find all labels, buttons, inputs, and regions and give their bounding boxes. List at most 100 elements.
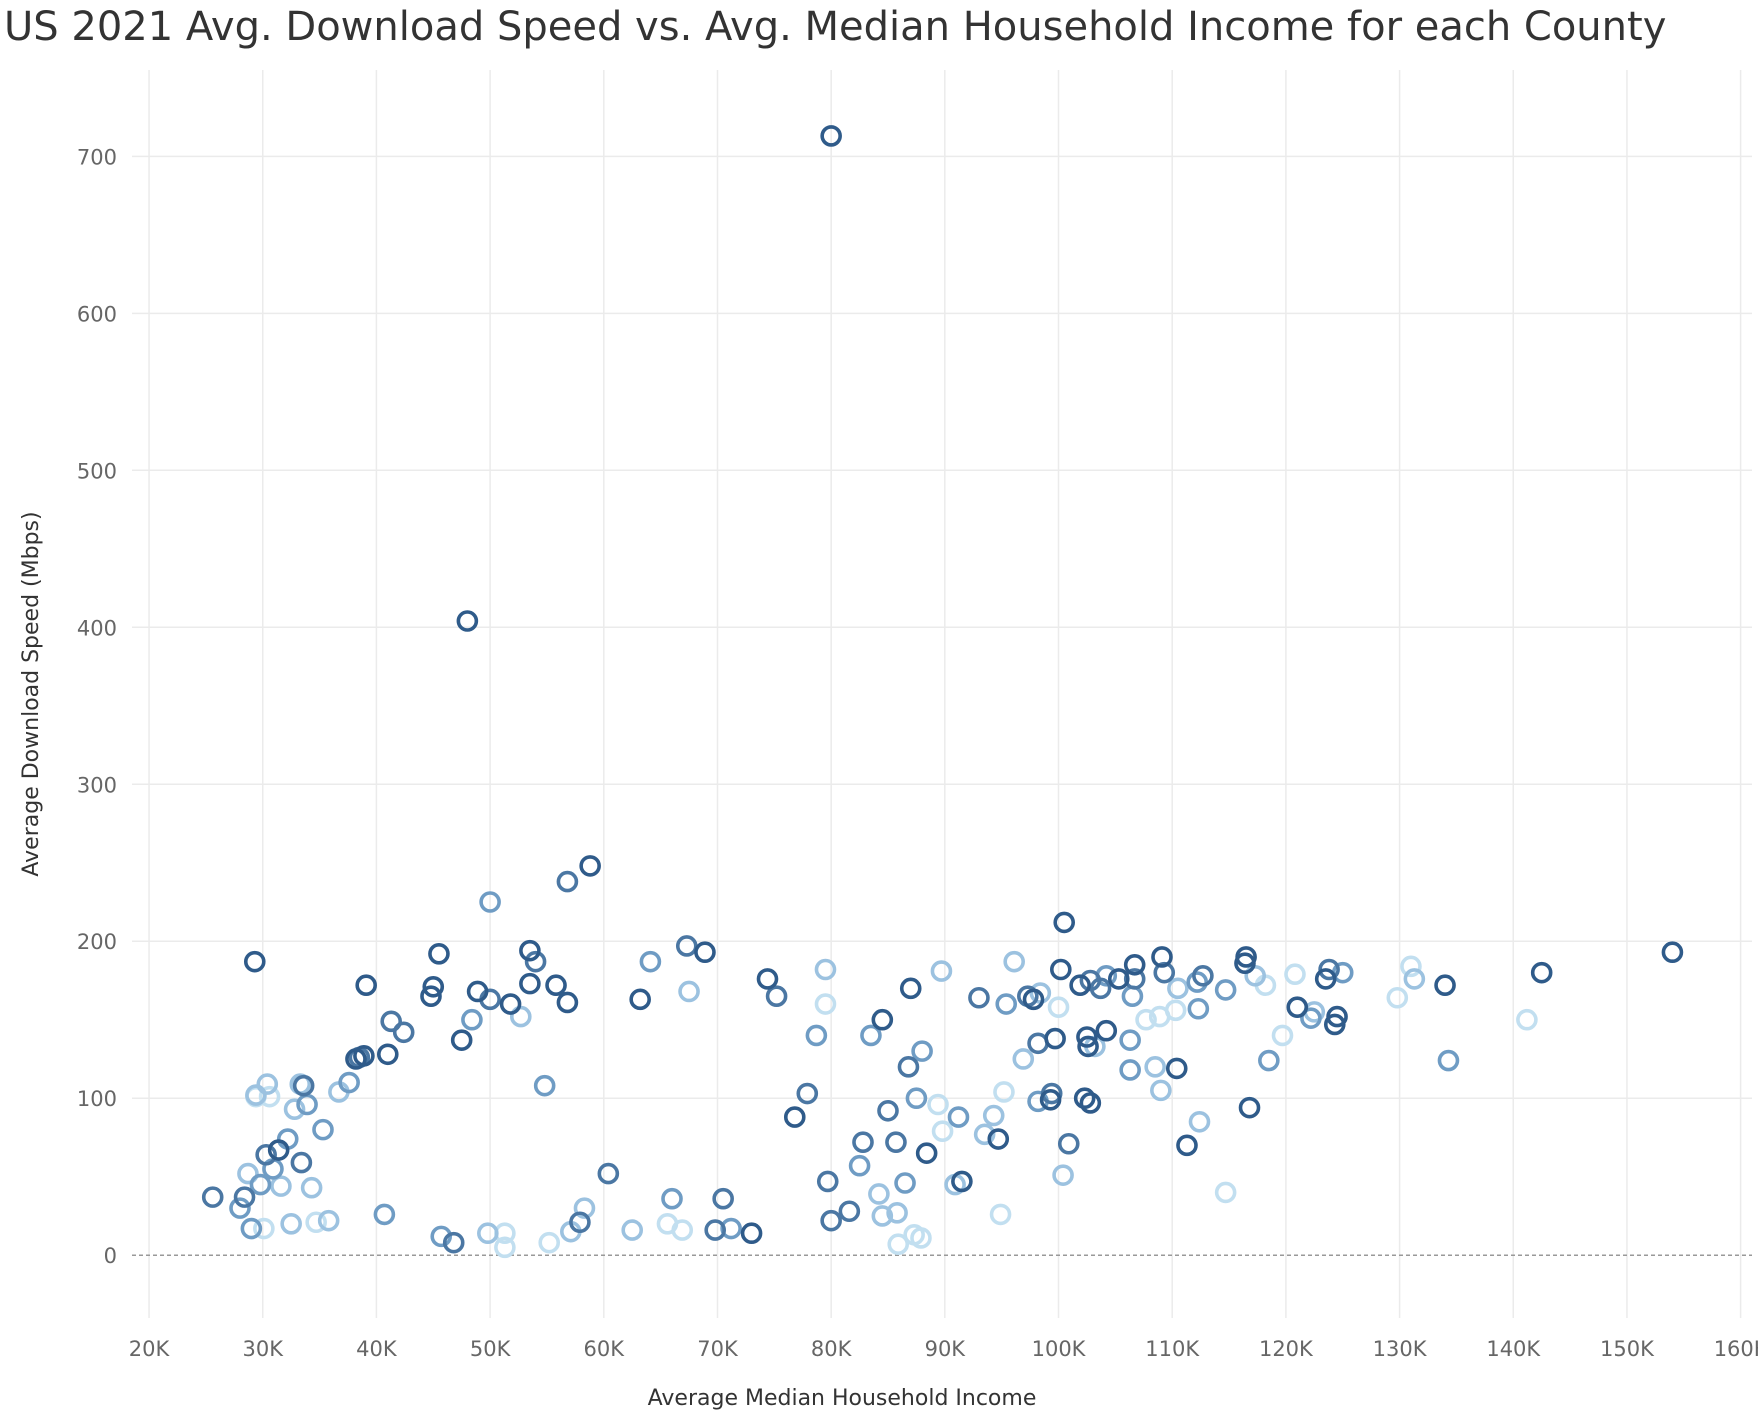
data-point[interactable] <box>989 1203 1012 1226</box>
data-point[interactable] <box>1214 979 1237 1001</box>
data-point[interactable] <box>597 1162 620 1185</box>
data-point[interactable] <box>871 1008 894 1031</box>
data-point[interactable] <box>338 1071 360 1094</box>
data-point[interactable] <box>1079 1092 1102 1114</box>
data-point[interactable] <box>905 1087 928 1110</box>
data-point[interactable] <box>860 1024 882 1047</box>
data-point[interactable] <box>1318 958 1340 981</box>
data-point[interactable] <box>1300 1007 1322 1029</box>
data-point[interactable] <box>1047 996 1070 1018</box>
data-point[interactable] <box>1012 1048 1035 1070</box>
data-point[interactable] <box>1167 977 1189 1000</box>
data-point[interactable] <box>317 1209 340 1232</box>
data-point[interactable] <box>1121 985 1144 1007</box>
data-point[interactable] <box>556 991 579 1014</box>
data-point[interactable] <box>1186 971 1209 993</box>
data-point[interactable] <box>1516 1008 1538 1031</box>
data-point[interactable] <box>312 1118 334 1141</box>
data-point[interactable] <box>947 1106 970 1128</box>
data-point[interactable] <box>229 1197 251 1219</box>
data-point[interactable] <box>675 935 698 957</box>
data-point[interactable] <box>756 968 779 990</box>
data-point[interactable] <box>573 1197 596 1219</box>
data-point[interactable] <box>1187 997 1210 1020</box>
data-point[interactable] <box>494 1236 516 1259</box>
data-point[interactable] <box>1119 1029 1141 1051</box>
data-point[interactable] <box>1314 968 1337 990</box>
data-point[interactable] <box>1326 1005 1348 1028</box>
data-point[interactable] <box>477 1222 499 1245</box>
data-point[interactable] <box>1234 952 1256 975</box>
data-point[interactable] <box>545 974 567 997</box>
data-point[interactable] <box>816 1170 839 1193</box>
data-point[interactable] <box>524 950 547 973</box>
data-point[interactable] <box>848 1154 871 1177</box>
data-point[interactable] <box>245 1084 267 1106</box>
data-point[interactable] <box>1069 974 1091 997</box>
data-point[interactable] <box>422 975 445 998</box>
data-point[interactable] <box>442 1231 465 1254</box>
data-point[interactable] <box>720 1217 742 1240</box>
data-point[interactable] <box>300 1176 323 1199</box>
data-point[interactable] <box>579 855 601 877</box>
data-point[interactable] <box>509 1005 532 1028</box>
data-point[interactable] <box>1073 1087 1096 1110</box>
data-point[interactable] <box>1165 1057 1188 1080</box>
data-point[interactable] <box>430 1225 453 1248</box>
data-point[interactable] <box>1244 964 1266 987</box>
data-point[interactable] <box>931 1120 954 1142</box>
data-point[interactable] <box>814 958 837 981</box>
data-point[interactable] <box>428 943 450 965</box>
data-point[interactable] <box>1151 946 1173 968</box>
data-point[interactable] <box>712 1187 734 1210</box>
data-point[interactable] <box>1079 969 1102 992</box>
data-point[interactable] <box>256 1073 279 1095</box>
data-point[interactable] <box>915 1142 938 1164</box>
data-point[interactable] <box>885 1131 907 1153</box>
data-point[interactable] <box>1123 953 1146 976</box>
data-point[interactable] <box>783 1106 806 1128</box>
data-point[interactable] <box>556 870 579 893</box>
data-point[interactable] <box>1050 958 1072 981</box>
data-point[interactable] <box>1192 964 1214 987</box>
data-point[interactable] <box>283 1098 306 1121</box>
data-point[interactable] <box>1176 1134 1198 1157</box>
data-point[interactable] <box>569 1211 591 1234</box>
data-point[interactable] <box>1530 961 1553 984</box>
data-point[interactable] <box>1095 1019 1118 1042</box>
data-point[interactable] <box>973 1123 996 1146</box>
data-point[interactable] <box>237 1162 259 1185</box>
data-point[interactable] <box>255 1143 277 1166</box>
data-point[interactable] <box>305 1211 327 1234</box>
data-point[interactable] <box>951 1170 973 1193</box>
data-point[interactable] <box>871 1205 894 1227</box>
data-point[interactable] <box>1077 1035 1099 1058</box>
data-point[interactable] <box>466 980 489 1003</box>
data-point[interactable] <box>456 610 479 632</box>
data-point[interactable] <box>479 891 501 913</box>
data-point[interactable] <box>1258 1049 1280 1072</box>
data-point[interactable] <box>1148 1005 1171 1028</box>
data-point[interactable] <box>1271 1024 1294 1047</box>
data-point[interactable] <box>1434 974 1456 997</box>
data-point[interactable] <box>499 993 522 1015</box>
data-point[interactable] <box>765 985 788 1007</box>
data-point[interactable] <box>240 1217 263 1240</box>
data-point[interactable] <box>1214 1181 1237 1204</box>
data-point[interactable] <box>1238 1096 1261 1119</box>
data-point[interactable] <box>1153 961 1176 984</box>
data-point[interactable] <box>1052 1164 1074 1186</box>
data-point[interactable] <box>1053 911 1076 934</box>
data-point[interactable] <box>993 1081 1015 1103</box>
data-point[interactable] <box>249 1173 272 1196</box>
data-point[interactable] <box>243 950 266 973</box>
data-point[interactable] <box>930 960 953 982</box>
data-point[interactable] <box>376 1043 399 1066</box>
data-point[interactable] <box>1386 986 1409 1009</box>
data-point[interactable] <box>1284 963 1306 986</box>
data-point[interactable] <box>639 950 662 973</box>
data-point[interactable] <box>987 1128 1010 1150</box>
data-point[interactable] <box>740 1222 763 1245</box>
data-point[interactable] <box>1039 1088 1062 1111</box>
data-point[interactable] <box>877 1099 899 1122</box>
